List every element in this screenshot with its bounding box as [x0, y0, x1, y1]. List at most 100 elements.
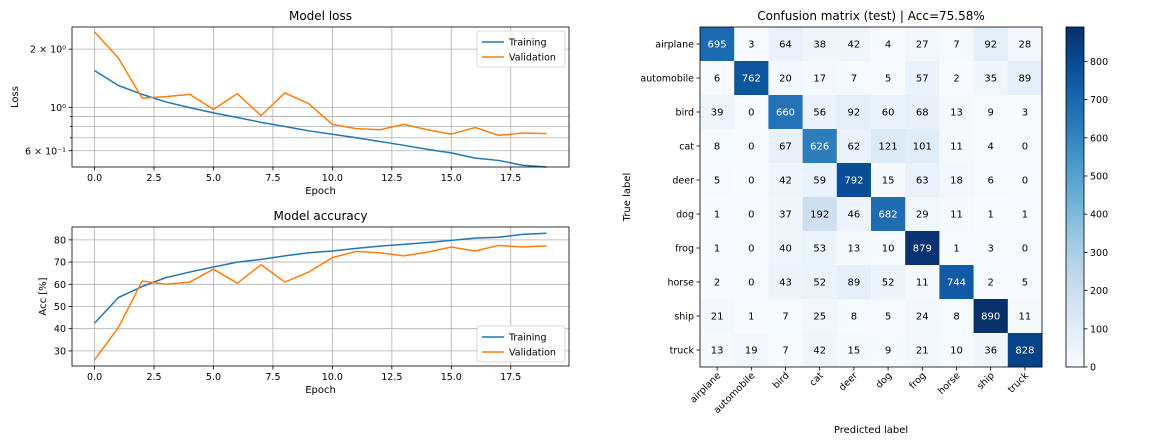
confusion-matrix-cell-value: 9	[988, 108, 994, 119]
acc-x-tick-label: 17.5	[500, 372, 521, 383]
confusion-matrix-cell	[973, 265, 1009, 300]
confusion-matrix-cell	[734, 27, 769, 62]
confusion-matrix-cell	[700, 265, 735, 300]
confusion-matrix-cell	[939, 333, 974, 368]
confusion-matrix-cell	[871, 61, 906, 96]
confusion-matrix-cell	[734, 197, 769, 232]
acc-y-tick-label: 70	[54, 258, 66, 269]
acc-y-tick-label: 40	[54, 324, 66, 335]
confusion-matrix-cell	[905, 95, 940, 130]
confusion-matrix-cell-value: 1	[1022, 210, 1028, 221]
confusion-matrix-cell	[905, 61, 940, 96]
confusion-matrix-cell-value: 0	[1022, 142, 1028, 153]
confusion-matrix-x-tick-label: truck	[1006, 370, 1031, 395]
confusion-matrix-cell	[802, 299, 838, 334]
colorbar-tick-label: 100	[1090, 324, 1108, 335]
confusion-matrix-cell-value: 20	[779, 74, 792, 85]
confusion-matrix-cell-value: 6	[988, 176, 994, 187]
confusion-matrix-cell	[700, 95, 735, 130]
confusion-matrix-cell	[939, 163, 974, 198]
confusion-matrix-cell	[871, 27, 906, 62]
confusion-matrix-cell-value: 7	[782, 312, 788, 323]
confusion-matrix-cell	[734, 333, 769, 368]
confusion-matrix-cell-value: 6	[714, 74, 720, 85]
confusion-matrix-cell-value: 24	[916, 312, 929, 323]
confusion-matrix-cell	[734, 231, 769, 266]
accuracy-y-axis-label: Acc [%]	[38, 277, 49, 315]
confusion-matrix-cell-value: 890	[981, 312, 1000, 323]
confusion-matrix-cell	[871, 95, 906, 130]
confusion-matrix-cell	[768, 197, 803, 232]
confusion-matrix-cell-value: 15	[882, 176, 895, 187]
confusion-matrix-cell-value: 0	[1022, 176, 1028, 187]
confusion-matrix-y-tick-label: bird	[676, 108, 694, 119]
accuracy-x-axis-label: Epoch	[305, 385, 336, 396]
confusion-matrix-cell	[973, 197, 1009, 232]
confusion-matrix-cell-value: 0	[748, 278, 754, 289]
loss-legend-box	[476, 30, 566, 68]
confusion-matrix-cell-value: 660	[776, 108, 795, 119]
loss-x-ticks: 0.0 2.5 5.0 7.5 10.0 12.5 15.0 17.5	[87, 167, 521, 184]
confusion-matrix-cell	[768, 163, 803, 198]
confusion-matrix-cell	[802, 61, 838, 96]
confusion-matrix-cell	[802, 265, 838, 300]
confusion-matrix-cell-value: 37	[779, 210, 792, 221]
confusion-matrix-cell-value: 7	[851, 74, 857, 85]
confusion-matrix-cell	[700, 197, 735, 232]
confusion-matrix-y-tick-label: airplane	[655, 40, 694, 51]
confusion-matrix-cell-value: 101	[913, 142, 932, 153]
confusion-matrix-cell-value: 8	[714, 142, 720, 153]
colorbar-tick-label: 300	[1090, 248, 1108, 259]
confusion-matrix-cell-value: 1	[714, 210, 720, 221]
confusion-matrix-cell	[939, 27, 974, 62]
confusion-matrix-cell	[1007, 95, 1043, 130]
confusion-matrix-frame	[699, 26, 1043, 368]
confusion-matrix-cell-value: 2	[988, 278, 994, 289]
confusion-matrix-cell	[802, 27, 838, 62]
confusion-matrix-cell	[700, 333, 735, 368]
confusion-matrix-x-tick-label: dog	[874, 370, 894, 390]
confusion-matrix-cell	[836, 197, 872, 232]
confusion-matrix-cell-value: 10	[882, 244, 895, 255]
confusion-matrix-cell-value: 39	[711, 108, 724, 119]
acc-x-tick-label: 7.5	[265, 372, 280, 383]
confusion-matrix-cell-value: 42	[848, 40, 861, 51]
confusion-matrix-cell	[973, 299, 1009, 334]
loss-plot-frame	[71, 26, 570, 168]
confusion-matrix-cell-value: 68	[916, 108, 929, 119]
confusion-matrix-cell	[1007, 27, 1043, 62]
confusion-matrix-cell-value: 1	[988, 210, 994, 221]
confusion-matrix-cell-value: 57	[916, 74, 929, 85]
acc-x-tick-label: 5.0	[206, 372, 221, 383]
acc-legend-box	[476, 325, 566, 363]
loss-series-lines	[94, 31, 547, 168]
confusion-matrix-cell	[973, 27, 1009, 62]
confusion-matrix-cell-value: 626	[810, 142, 829, 153]
confusion-matrix-cell	[836, 265, 872, 300]
loss-x-tick-label: 12.5	[381, 173, 402, 184]
confusion-matrix-y-tick-label: dog	[676, 210, 694, 221]
confusion-matrix-cell	[734, 299, 769, 334]
confusion-matrix-cell-value: 29	[916, 210, 929, 221]
confusion-matrix-cell	[939, 129, 974, 164]
colorbar-gradient	[1065, 26, 1085, 368]
confusion-matrix-cell	[1007, 333, 1043, 368]
confusion-matrix-cell-value: 42	[779, 176, 792, 187]
colorbar: 0 100 200 300 400 500 600 700 800	[1065, 26, 1108, 374]
confusion-matrix-cell-value: 43	[779, 278, 792, 289]
confusion-matrix-cell-value: 1	[748, 312, 754, 323]
confusion-matrix-cell-value: 3	[1022, 108, 1028, 119]
accuracy-legend: Training Validation	[476, 325, 566, 363]
confusion-matrix-cell-value: 8	[953, 312, 959, 323]
confusion-matrix-cell-value: 5	[885, 74, 891, 85]
confusion-matrix-cell-value: 5	[885, 312, 891, 323]
loss-x-tick-label: 0.0	[87, 173, 102, 184]
confusion-matrix-cell-value: 13	[848, 244, 861, 255]
acc-y-tick-label: 30	[54, 346, 66, 357]
confusion-matrix-cell	[1007, 231, 1043, 266]
confusion-matrix-cell	[871, 197, 906, 232]
confusion-matrix-cell	[871, 333, 906, 368]
confusion-matrix-cell-value: 25	[813, 312, 826, 323]
